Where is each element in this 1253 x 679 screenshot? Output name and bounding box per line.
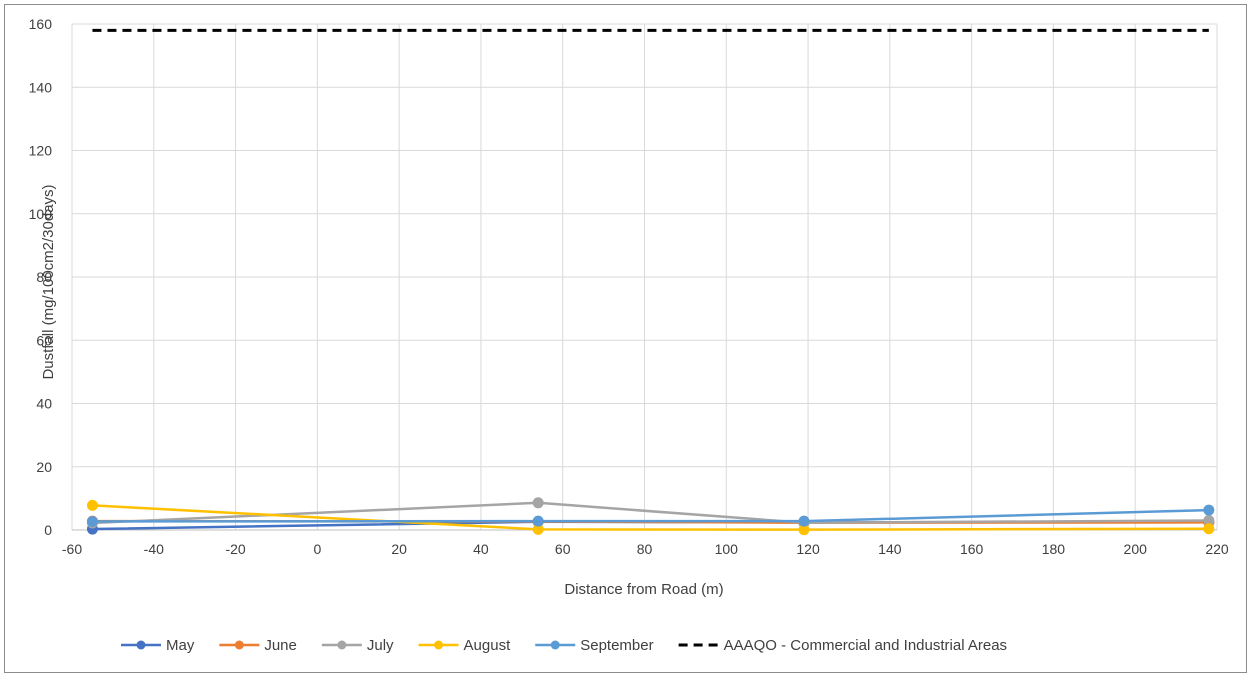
legend-label-4: September (580, 637, 653, 654)
y-tick-label: 40 (36, 396, 52, 412)
legend-label-0: May (166, 637, 195, 654)
x-tick-label: 200 (1124, 541, 1148, 557)
x-tick-label: 20 (391, 541, 407, 557)
x-tick-label: 100 (715, 541, 739, 557)
x-axis-title: Distance from Road (m) (564, 581, 723, 598)
x-tick-label: 180 (1042, 541, 1066, 557)
series-lines (92, 28, 1209, 531)
series-line-3 (92, 504, 1209, 531)
grid (71, 23, 1218, 531)
x-tick-label: 160 (960, 541, 984, 557)
y-tick-label: 60 (36, 332, 52, 348)
legend-marker-0 (136, 640, 146, 650)
x-tick-label: -40 (144, 541, 164, 557)
y-axis-title: Dustfall (mg/100cm2/30days) (40, 184, 57, 379)
y-tick-label: 20 (36, 459, 52, 475)
y-tick-labels: 0 20 40 60 80 100 120 140 160 (29, 16, 53, 538)
x-tick-label: 220 (1205, 541, 1229, 557)
y-tick-label: 80 (36, 269, 52, 285)
data-point (86, 499, 98, 511)
chart-frame (4, 4, 1247, 673)
series-line-2 (92, 501, 1209, 525)
legend-marker-4 (550, 640, 560, 650)
legend-marker-2 (337, 640, 347, 650)
x-tick-label: 40 (473, 541, 489, 557)
data-point (1203, 504, 1215, 516)
x-tick-label: 60 (555, 541, 571, 557)
legend-label-2: July (367, 637, 394, 654)
y-tick-label: 120 (29, 143, 53, 159)
y-tick-label: 100 (29, 206, 53, 222)
legend-label-3: August (464, 637, 512, 654)
x-tick-label: 80 (637, 541, 653, 557)
x-tick-label: -20 (225, 541, 245, 557)
data-point (532, 497, 544, 509)
x-tick-label: 0 (313, 541, 321, 557)
x-tick-label: 120 (796, 541, 820, 557)
data-point (1203, 523, 1215, 535)
legend: May June July August September AAAQO - Commer… (121, 637, 1007, 654)
legend-label-5: AAAQO - Commercial and Industrial Areas (724, 637, 1007, 654)
data-point (86, 515, 98, 527)
legend-label-1: June (264, 637, 297, 654)
legend-marker-1 (234, 640, 244, 650)
legend-marker-3 (434, 640, 444, 650)
x-tick-label: 140 (878, 541, 902, 557)
x-tick-labels: -60 -40 -20 0 20 40 60 80 100 120 140 160 180 200 220 (62, 541, 1229, 557)
y-tick-label: 140 (29, 79, 53, 95)
data-point (798, 515, 810, 527)
y-tick-label: 160 (29, 16, 53, 32)
y-tick-label: 0 (44, 522, 52, 538)
series-markers (86, 497, 1215, 536)
series-line-4 (92, 508, 1209, 523)
data-point (532, 515, 544, 527)
x-tick-label: -60 (62, 541, 82, 557)
